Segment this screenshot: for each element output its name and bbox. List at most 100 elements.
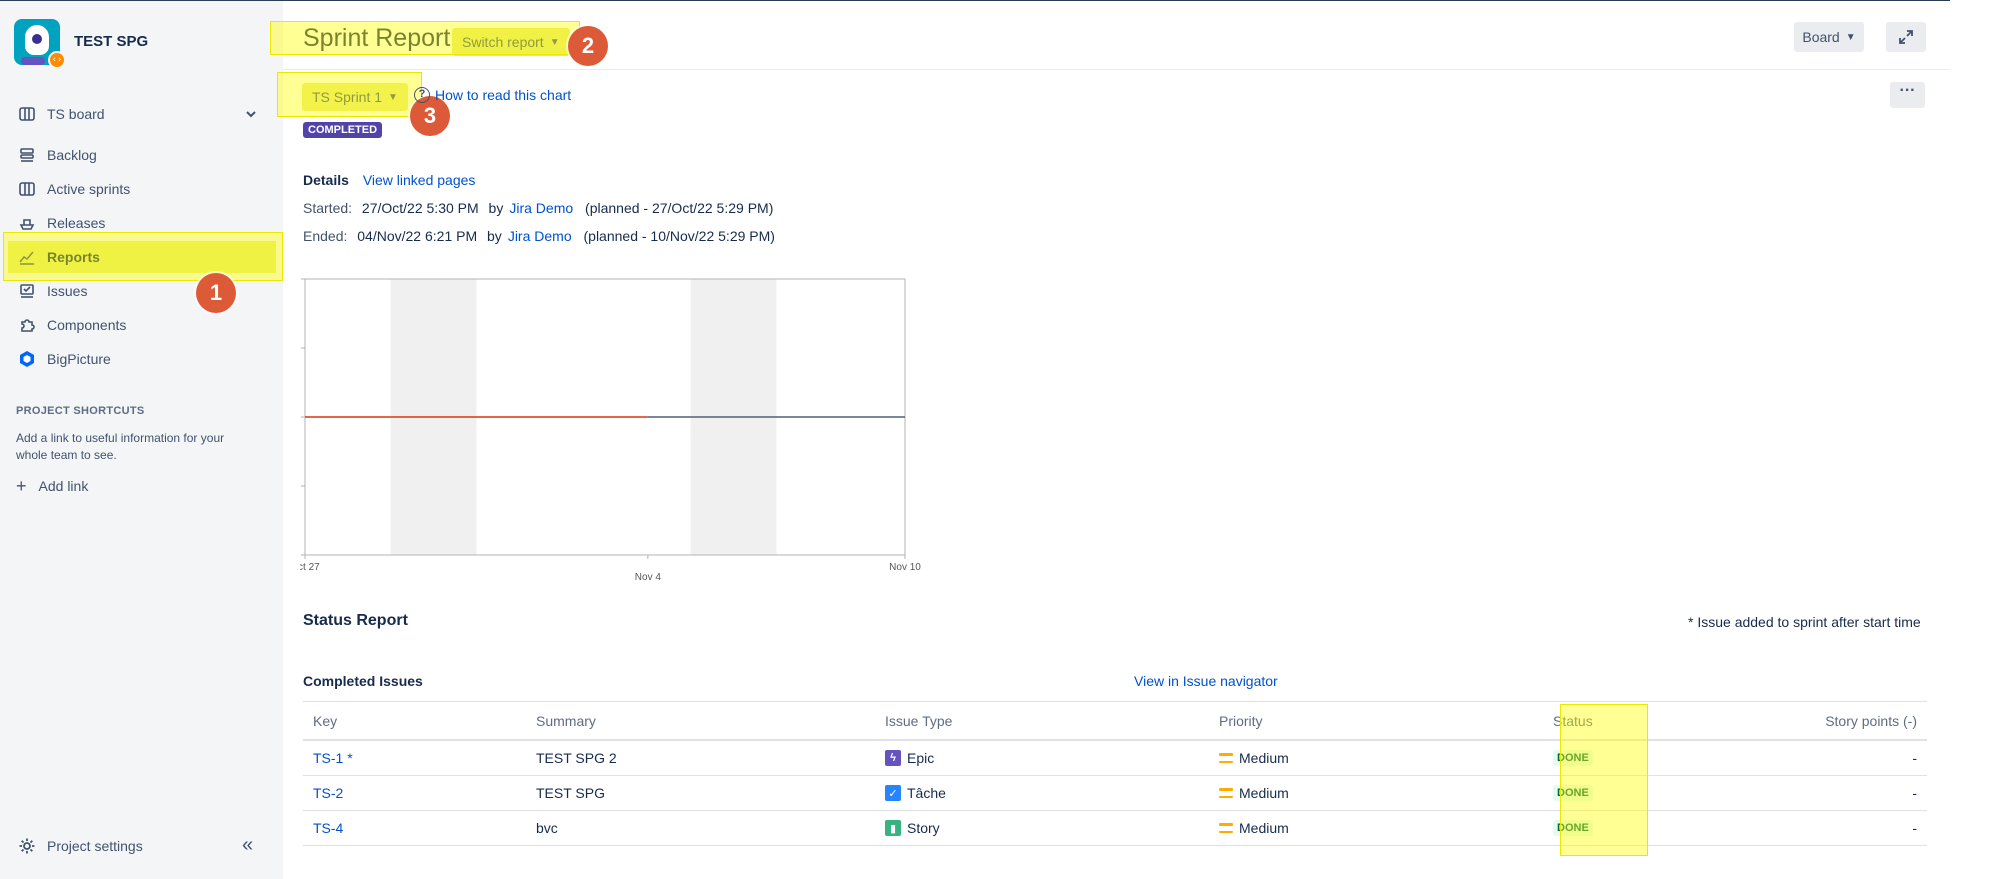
project-settings-button[interactable]: Project settings [18,837,143,855]
chart-line-icon [18,248,36,266]
issue-key-link[interactable]: TS-4 [313,820,344,836]
project-name[interactable]: TEST SPG [74,33,149,50]
project-settings-label: Project settings [47,838,143,854]
ended-planned: (planned - 10/Nov/22 5:29 PM) [583,228,775,244]
add-link-label: Add link [38,478,89,494]
view-in-issue-navigator-link[interactable]: View in Issue navigator [1134,673,1278,689]
started-value: 27/Oct/22 5:30 PM [361,200,479,216]
collapse-sidebar-icon[interactable]: « [242,834,254,856]
status-cell: DONE [1553,776,1593,810]
annotation-number-3: 3 [410,96,450,136]
annotation-number-1: 1 [196,273,236,313]
sidebar-item-label: Reports [47,249,100,265]
table-row: TS-1 * TEST SPG 2 ϟ Epic Medium DONE - [303,741,1927,776]
priority-cell: Medium [1219,741,1289,775]
ended-label: Ended: [303,228,348,244]
priority-medium-icon [1219,823,1233,833]
switch-report-button[interactable]: Switch report ▼ [452,28,570,56]
more-actions-button[interactable]: ··· [1890,82,1925,108]
board-selector-label: TS board [47,106,105,122]
summary-cell: TEST SPG [536,785,605,801]
sidebar-item-bigpicture[interactable]: BigPicture [8,343,276,375]
issue-type-cell: ✓ Tâche [885,776,946,810]
chevron-down-icon: ▼ [1845,31,1856,43]
column-header-key[interactable]: Key [313,712,338,729]
started-planned: (planned - 27/Oct/22 5:29 PM) [585,200,774,216]
sprint-selector[interactable]: TS Sprint 1 ▼ [302,83,408,111]
story-points-cell: - [1912,750,1917,766]
how-to-read-chart-link[interactable]: ? How to read this chart [414,87,571,103]
issue-type-label: Story [907,820,940,836]
issue-key-link[interactable]: TS-2 [313,785,344,801]
switch-report-label: Switch report [462,34,544,50]
sidebar-item-label: BigPicture [47,351,111,367]
sidebar-item-label: Active sprints [47,181,131,197]
sidebar-item-active-sprints[interactable]: Active sprints [8,173,276,205]
column-header-priority[interactable]: Priority [1219,712,1263,729]
details-row: Details View linked pages [303,172,475,188]
ended-by: by [487,228,502,244]
sidebar-item-backlog[interactable]: Backlog [8,139,276,171]
priority-cell: Medium [1219,811,1289,845]
issue-key-link[interactable]: TS-1 * [313,750,353,766]
sidebar-item-label: Issues [47,283,88,299]
issue-key-cell: TS-4 [313,811,343,845]
table-header: Key Summary Issue Type Priority Status S… [303,701,1927,741]
column-header-issue-type[interactable]: Issue Type [885,712,953,729]
issue-type-label: Tâche [907,785,946,801]
completed-issues-table: Key Summary Issue Type Priority Status S… [303,701,1927,846]
sidebar-item-issues[interactable]: Issues [8,275,276,307]
table-row: TS-2 TEST SPG ✓ Tâche Medium DONE - [303,776,1927,811]
priority-label: Medium [1239,785,1289,801]
project-shortcuts-heading: PROJECT SHORTCUTS [16,405,145,417]
board-dropdown-button[interactable]: Board ▼ [1794,22,1864,52]
plus-icon: + [16,476,27,496]
priority-label: Medium [1239,820,1289,836]
gear-icon [19,838,35,854]
priority-cell: Medium [1219,776,1289,810]
issue-type-cell: ▮ Story [885,811,940,845]
started-label: Started: [303,200,353,216]
ended-value: 04/Nov/22 6:21 PM [357,228,478,244]
ended-user-link[interactable]: Jira Demo [507,228,572,244]
priority-label: Medium [1239,750,1289,766]
table-row: TS-4 bvc ▮ Story Medium DONE - [303,811,1927,846]
column-header-story-points[interactable]: Story points (-) [1825,712,1917,729]
software-project-badge-icon: ‹› [48,51,66,69]
status-report-note: * Issue added to sprint after start time [1688,614,1921,630]
story-points-cell: - [1912,820,1917,836]
sidebar-item-label: Components [47,317,127,333]
board-columns-icon [18,180,36,198]
puzzle-icon [18,316,36,334]
avatar-mouth [21,57,45,65]
epic-bolt-icon: ϟ [885,750,901,766]
add-link-button[interactable]: + Add link [16,476,89,496]
project-shortcuts-description: Add a link to useful information for you… [16,431,225,462]
sidebar-item-label: Releases [47,215,106,231]
header-divider [283,69,1950,70]
page-title: Sprint Report [303,24,451,52]
status-badge: DONE [1553,750,1593,766]
sidebar-item-releases[interactable]: Releases [8,207,276,239]
column-header-status[interactable]: Status [1553,712,1593,729]
status-cell: DONE [1553,741,1593,775]
issue-key-cell: TS-1 * [313,741,353,775]
board-selector[interactable]: TS board [8,98,276,130]
started-user-link[interactable]: Jira Demo [509,200,574,216]
sprint-status-lozenge: COMPLETED [303,122,383,138]
issue-type-label: Epic [907,750,935,766]
board-dropdown-label: Board [1802,29,1840,45]
expand-icon [1899,30,1913,44]
status-badge: DONE [1553,820,1593,836]
fullscreen-button[interactable] [1886,22,1926,52]
sidebar-item-reports[interactable]: Reports [8,241,276,273]
annotation-number-2: 2 [568,26,608,66]
column-header-summary[interactable]: Summary [536,712,596,729]
sidebar-item-components[interactable]: Components [8,309,276,341]
project-avatar[interactable] [14,19,60,65]
more-icon: ··· [1899,82,1916,99]
x-tick-label: Nov 10 [889,562,921,573]
chevron-down-icon [246,111,256,118]
view-linked-pages-link[interactable]: View linked pages [362,172,476,188]
avatar-face [25,25,49,55]
